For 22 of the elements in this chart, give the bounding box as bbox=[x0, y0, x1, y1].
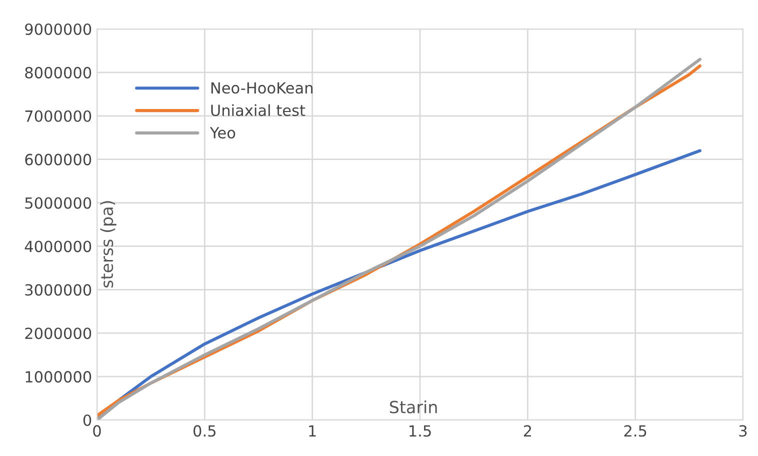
x-tick-label: 3 bbox=[739, 425, 747, 437]
y-tick-label: 8000000 bbox=[25, 66, 92, 78]
y-tick-label: 3000000 bbox=[25, 284, 92, 296]
legend-label: Neo-HooKean bbox=[211, 82, 312, 94]
y-axis-title: sterss (pa) bbox=[100, 201, 116, 288]
x-tick-label: 0.5 bbox=[194, 425, 216, 437]
y-tick-label: 2000000 bbox=[25, 328, 92, 340]
x-tick-label: 0 bbox=[93, 425, 101, 437]
y-tick-label: 7000000 bbox=[25, 110, 92, 122]
legend-label: Yeo bbox=[210, 127, 236, 139]
y-tick-label: 5000000 bbox=[25, 197, 92, 209]
x-tick-label: 2.5 bbox=[624, 425, 646, 437]
x-tick-label: 1 bbox=[309, 425, 316, 436]
y-tick-label: 4000000 bbox=[24, 240, 92, 252]
y-tick-label: 0 bbox=[83, 414, 92, 426]
y-tick-label: 1000000 bbox=[26, 371, 92, 383]
x-tick-label: 1.5 bbox=[410, 425, 431, 437]
y-tick-label: 9000000 bbox=[25, 23, 92, 36]
legend-label: Uniaxial test bbox=[211, 104, 306, 116]
x-tick-label: 2 bbox=[524, 425, 531, 436]
y-tick-label: 6000000 bbox=[25, 154, 92, 166]
x-axis-title: Starin bbox=[390, 400, 437, 414]
